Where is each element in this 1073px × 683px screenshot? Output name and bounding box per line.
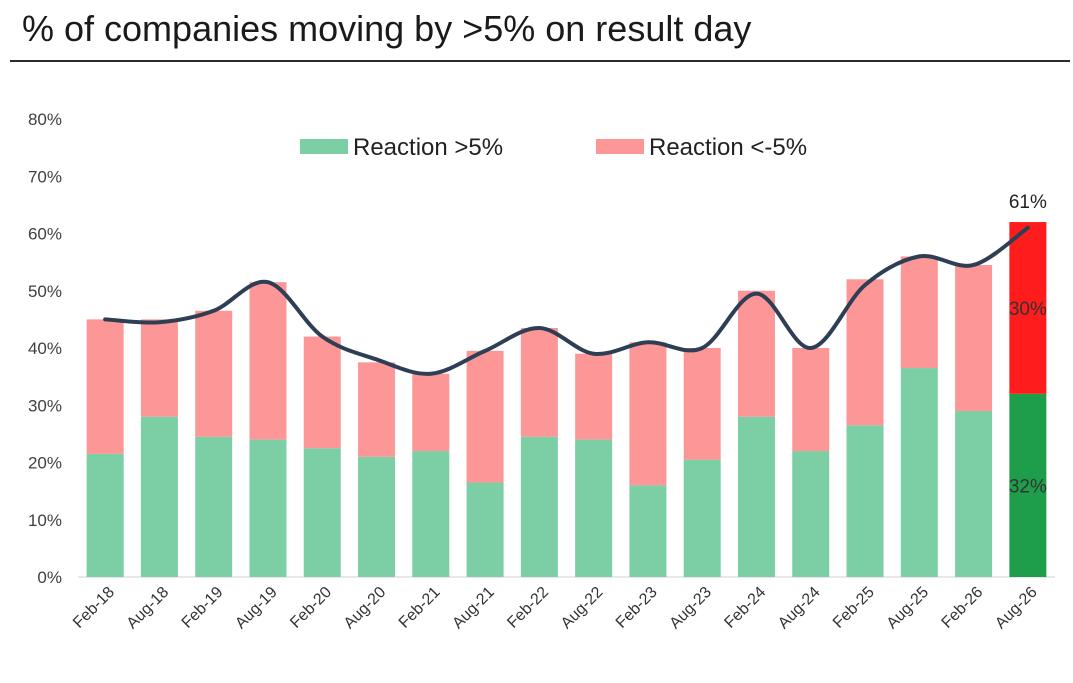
bar-negative-reaction <box>683 348 721 460</box>
bar-positive-reaction <box>737 416 775 577</box>
bar-negative-reaction <box>466 350 504 483</box>
bar-negative-reaction <box>629 342 667 486</box>
x-tick-label: Aug-21 <box>449 584 498 633</box>
bar-positive-reaction <box>629 485 667 577</box>
x-tick-label: Feb-24 <box>721 584 769 632</box>
x-tick-label: Feb-22 <box>504 584 552 632</box>
bar-positive-reaction <box>846 425 884 577</box>
y-tick-label: 40% <box>28 339 62 358</box>
bar-positive-reaction <box>955 410 993 577</box>
bar-positive-reaction <box>466 482 504 577</box>
y-tick-label: 30% <box>28 396 62 415</box>
bar-positive-reaction <box>140 416 178 577</box>
legend-label: Reaction >5% <box>353 134 503 161</box>
bar-negative-reaction <box>195 310 233 437</box>
x-tick-label: Feb-20 <box>287 584 335 632</box>
bar-negative-reaction <box>737 290 775 417</box>
title-divider <box>10 60 1070 62</box>
x-tick-label: Feb-18 <box>70 584 118 632</box>
bar-negative-reaction <box>1009 222 1047 394</box>
bar-positive-reaction <box>1009 393 1047 577</box>
x-tick-label: Feb-26 <box>939 584 987 632</box>
y-tick-label: 80% <box>28 110 62 129</box>
bar-positive-reaction <box>249 439 287 577</box>
bar-negative-reaction <box>249 282 287 440</box>
bar-positive-reaction <box>683 459 721 577</box>
bar-negative-reaction <box>900 256 938 369</box>
bar-positive-reaction <box>86 453 124 577</box>
x-tick-label: Aug-24 <box>775 584 824 633</box>
x-tick-label: Aug-26 <box>992 584 1041 633</box>
bar-positive-reaction <box>792 451 830 577</box>
x-tick-label: Aug-18 <box>124 584 173 633</box>
x-tick-label: Aug-25 <box>884 584 933 633</box>
bar-negative-reaction <box>846 279 884 426</box>
chart-title: % of companies moving by >5% on result d… <box>22 8 752 49</box>
x-tick-label: Feb-23 <box>613 584 661 632</box>
data-label-total: 61% <box>1009 192 1047 213</box>
legend-swatch <box>300 139 348 154</box>
legend-label: Reaction <-5% <box>649 134 807 161</box>
bar-negative-reaction <box>955 264 993 411</box>
x-tick-label: Aug-19 <box>232 584 281 633</box>
bar-negative-reaction <box>358 362 396 457</box>
total-line <box>103 225 1030 376</box>
data-label-upper: 30% <box>1009 299 1047 320</box>
y-tick-label: 20% <box>28 454 62 473</box>
data-label-lower: 32% <box>1009 476 1047 497</box>
x-tick-label: Feb-21 <box>396 584 444 632</box>
bar-negative-reaction <box>520 327 558 437</box>
x-tick-label: Feb-25 <box>830 584 878 632</box>
bar-positive-reaction <box>195 436 233 577</box>
bar-negative-reaction <box>303 336 341 449</box>
y-tick-label: 10% <box>28 511 62 530</box>
bar-positive-reaction <box>575 439 613 577</box>
legend-swatch <box>596 139 644 154</box>
x-tick-label: Feb-19 <box>179 584 227 632</box>
bar-negative-reaction <box>412 373 450 452</box>
bar-positive-reaction <box>520 436 558 577</box>
bar-negative-reaction <box>792 348 830 452</box>
y-tick-label: 70% <box>28 167 62 186</box>
bar-positive-reaction <box>303 448 341 577</box>
y-tick-label: 0% <box>37 568 62 587</box>
x-tick-label: Aug-22 <box>558 584 607 633</box>
bar-negative-reaction <box>140 319 178 417</box>
x-tick-label: Aug-20 <box>341 584 390 633</box>
bar-negative-reaction <box>575 353 613 440</box>
y-tick-label: 50% <box>28 282 62 301</box>
bar-positive-reaction <box>412 451 450 577</box>
x-tick-label: Aug-23 <box>667 584 716 633</box>
bar-negative-reaction <box>86 319 124 454</box>
y-tick-label: 60% <box>28 225 62 244</box>
bar-positive-reaction <box>900 368 938 577</box>
bar-positive-reaction <box>358 456 396 577</box>
